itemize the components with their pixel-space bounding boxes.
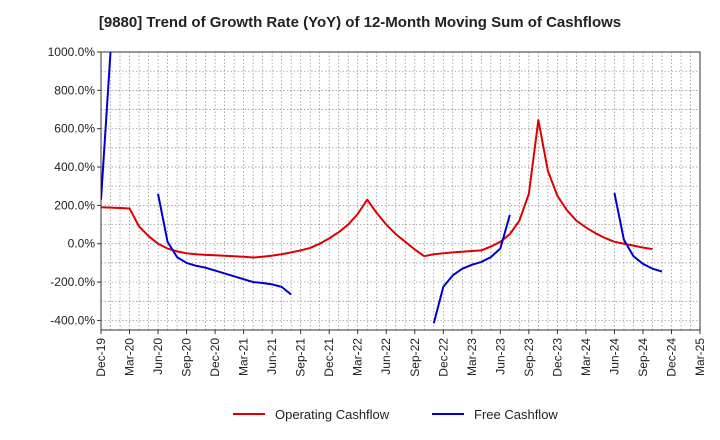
legend-label: Operating Cashflow xyxy=(275,407,390,422)
y-tick-label: 1000.0% xyxy=(48,45,96,59)
y-tick-label: 400.0% xyxy=(54,160,95,174)
plot-area xyxy=(101,52,700,330)
x-tick-label: Mar-22 xyxy=(351,338,365,376)
x-tick-label: Mar-24 xyxy=(579,338,593,376)
y-tick-label: -200.0% xyxy=(50,275,95,289)
y-tick-label: 600.0% xyxy=(54,122,95,136)
y-tick-label: 0.0% xyxy=(68,237,96,251)
legend-label: Free Cashflow xyxy=(474,407,558,422)
x-tick-label: Dec-19 xyxy=(94,338,108,377)
x-tick-label: Sep-21 xyxy=(294,338,308,377)
x-tick-label: Dec-23 xyxy=(550,338,564,377)
chart-title: [9880] Trend of Growth Rate (YoY) of 12-… xyxy=(98,14,622,31)
x-tick-label: Dec-20 xyxy=(208,338,222,377)
x-tick-label: Jun-23 xyxy=(493,338,507,375)
series-line-operating-cashflow xyxy=(101,119,653,259)
x-tick-label: Mar-23 xyxy=(465,338,479,376)
y-tick-label: -400.0% xyxy=(50,313,95,327)
x-tick-label: Sep-20 xyxy=(180,338,194,377)
x-tick-label: Jun-21 xyxy=(265,338,279,375)
x-tick-label: Dec-21 xyxy=(322,338,336,377)
x-tick-label: Dec-22 xyxy=(436,338,450,377)
x-tick-label: Jun-20 xyxy=(151,338,165,375)
x-tick-label: Sep-23 xyxy=(522,338,536,377)
x-tick-label: Dec-24 xyxy=(664,338,678,377)
x-tick-label: Mar-25 xyxy=(693,338,707,376)
x-tick-label: Sep-24 xyxy=(636,338,650,377)
x-tick-label: Jun-22 xyxy=(379,338,393,375)
y-tick-label: 800.0% xyxy=(54,83,95,97)
series-line-free-cashflow xyxy=(432,214,511,324)
x-tick-label: Mar-20 xyxy=(123,338,137,376)
x-tick-label: Jun-24 xyxy=(607,338,621,375)
y-tick-label: 200.0% xyxy=(54,198,95,212)
series-line-free-cashflow xyxy=(157,193,292,296)
series-line-free-cashflow xyxy=(101,52,112,200)
x-tick-label: Sep-22 xyxy=(408,338,422,377)
x-tick-label: Mar-21 xyxy=(237,338,251,376)
series-line-free-cashflow xyxy=(613,192,663,273)
